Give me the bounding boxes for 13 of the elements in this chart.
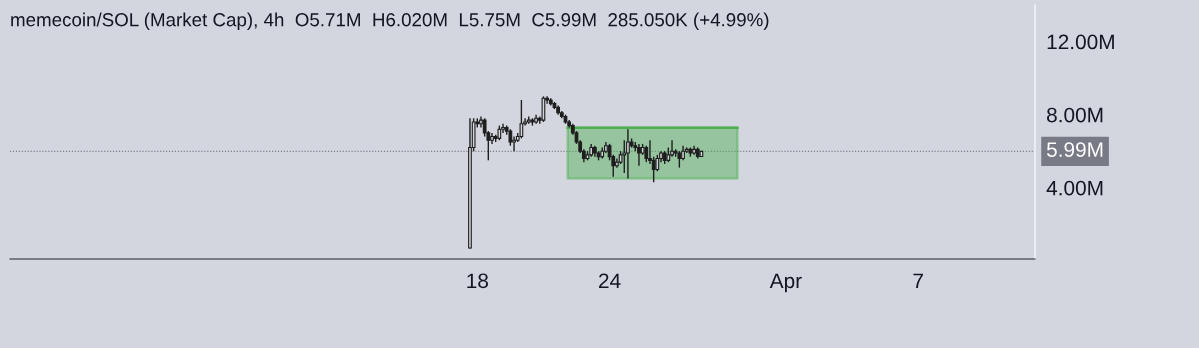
x-tick-label: 18 [467, 273, 488, 289]
y-tick-label: 8.00M [1047, 107, 1103, 123]
y-tick-label: 4.00M [1046, 180, 1103, 196]
x-tick-label: Apr [769, 273, 802, 293]
x-tick-label: 7 [913, 273, 923, 288]
chart-title: memecoin/SOL (Market Cap), 4h O5.71M H6.020M L5.75M C5.99M 285.050K (+4.99%) [11, 12, 769, 31]
y-tick-label: 12.00M [1047, 34, 1114, 50]
candlestick [626, 128, 630, 180]
x-tick-label: 24 [599, 273, 621, 288]
candlestick [637, 143, 641, 167]
candlestick [519, 99, 524, 140]
candlestick [670, 139, 674, 158]
ref-line-label: 5.99M [1046, 142, 1103, 157]
